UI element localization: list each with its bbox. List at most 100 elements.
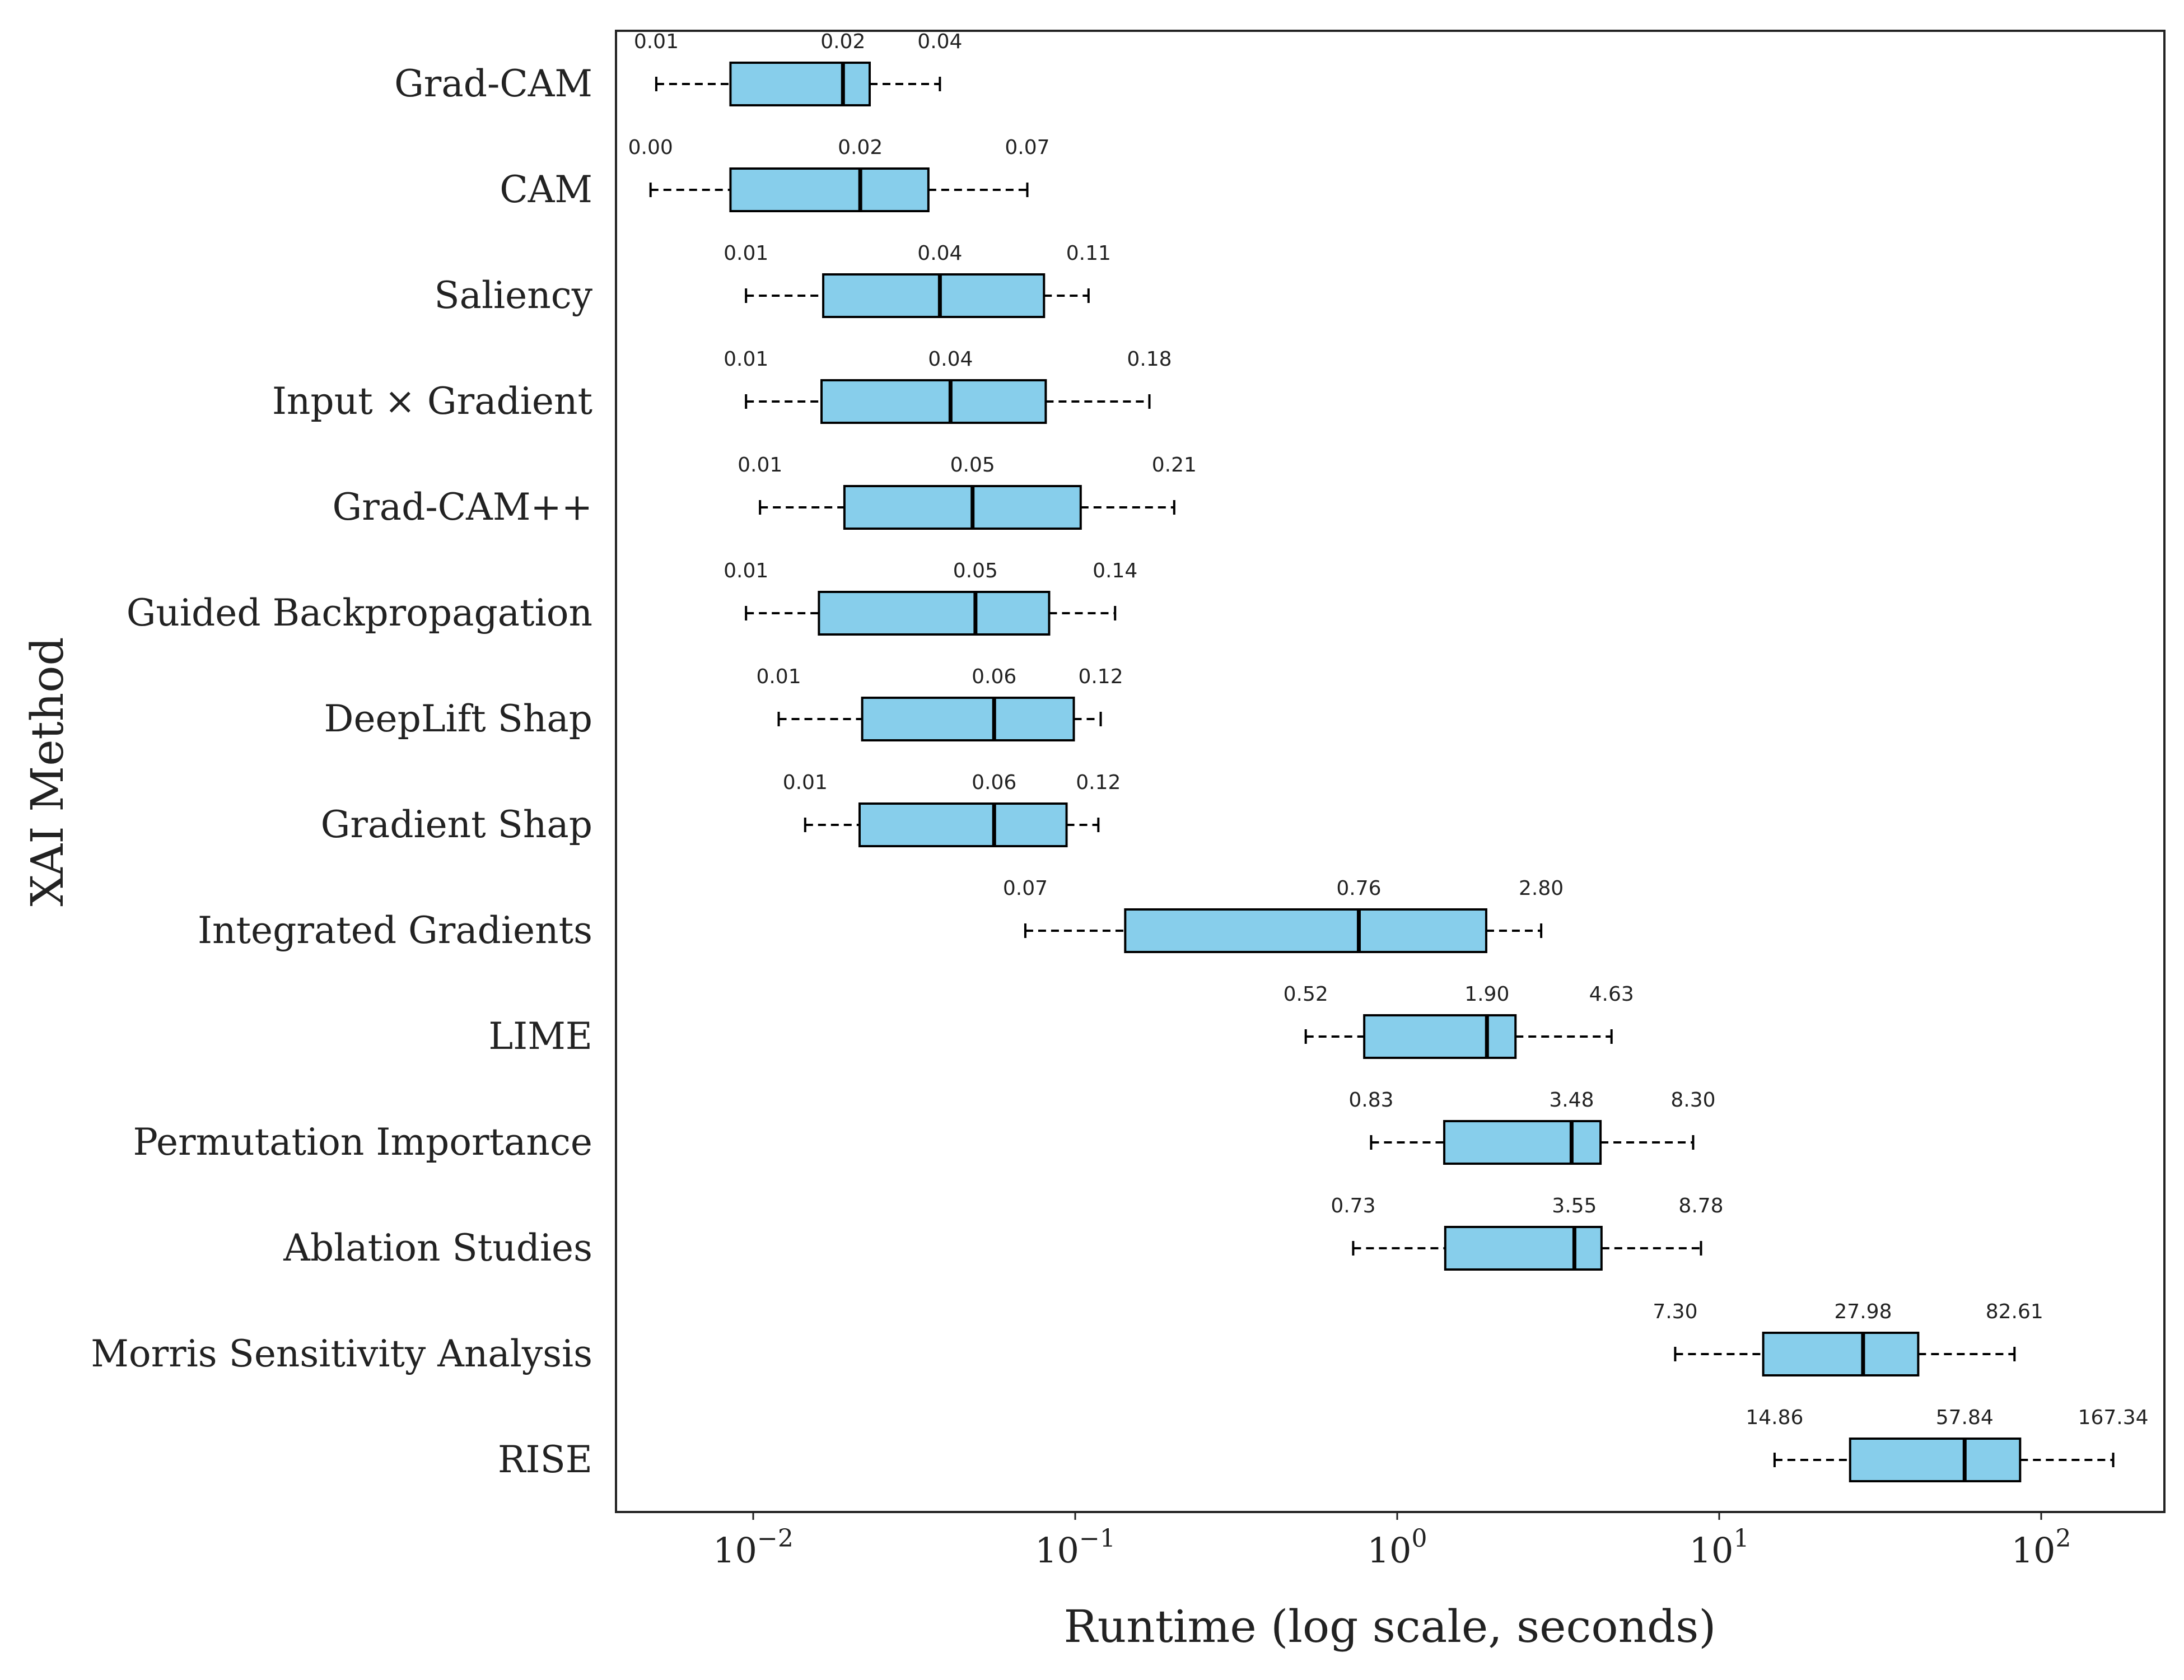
- label-max: 0.11: [1066, 242, 1111, 265]
- box: [729, 167, 930, 212]
- label-median: 0.02: [820, 30, 865, 53]
- label-min: 0.73: [1331, 1194, 1375, 1217]
- x-axis-title: Runtime (log scale, seconds): [1064, 1600, 1716, 1653]
- label-min: 0.01: [724, 242, 768, 265]
- category-label: DeepLift Shap: [324, 697, 592, 740]
- plot-frame: [615, 30, 2166, 1513]
- box: [843, 485, 1082, 530]
- label-median: 1.90: [1464, 983, 1509, 1006]
- box-row: 0.73 3.55 8.78 Ablation Studies: [283, 1194, 1724, 1271]
- label-min: 0.01: [738, 454, 782, 477]
- label-min: 0.01: [724, 559, 768, 582]
- label-median: 0.05: [950, 454, 995, 477]
- x-tick-label: 102: [2012, 1524, 2071, 1571]
- label-min: 0.52: [1284, 983, 1328, 1006]
- category-label: Ablation Studies: [283, 1226, 592, 1270]
- box: [729, 62, 871, 106]
- box-row: 0.83 3.48 8.30 Permutation Importance: [133, 1089, 1716, 1165]
- label-median: 3.48: [1549, 1089, 1594, 1112]
- label-max: 2.80: [1519, 877, 1564, 900]
- box-row: 0.01 0.02 0.04 Grad-CAM: [394, 30, 962, 106]
- box: [818, 591, 1051, 636]
- label-median: 3.55: [1552, 1194, 1597, 1217]
- label-max: 0.18: [1127, 348, 1172, 371]
- label-max: 0.12: [1078, 665, 1123, 688]
- label-median: 0.04: [917, 242, 962, 265]
- box-row: 0.01 0.06 0.12 Gradient Shap: [321, 771, 1121, 847]
- box-row: 0.01 0.04 0.18 Input × Gradient: [272, 348, 1172, 424]
- x-tick: 101: [1690, 1512, 1749, 1571]
- category-label: Integrated Gradients: [198, 909, 592, 952]
- category-label: Permutation Importance: [133, 1121, 592, 1164]
- x-tick-label: 10−1: [1035, 1524, 1116, 1571]
- y-axis-title: XAI Method: [21, 637, 73, 906]
- category-label: LIME: [488, 1015, 592, 1058]
- box: [1443, 1120, 1602, 1165]
- label-max: 0.04: [917, 30, 962, 53]
- category-label: Saliency: [434, 274, 592, 317]
- box-row: 7.30 27.98 82.61 Morris Sensitivity Analysi…: [91, 1300, 2043, 1376]
- box-row: 0.00 0.02 0.07 CAM: [500, 136, 1050, 212]
- label-median: 0.06: [972, 771, 1016, 794]
- box-row: 0.01 0.04 0.11 Saliency: [434, 242, 1111, 318]
- label-median: 0.04: [928, 348, 973, 371]
- label-max: 8.30: [1670, 1089, 1715, 1112]
- category-label: Input × Gradient: [272, 380, 592, 423]
- label-max: 0.14: [1093, 559, 1137, 582]
- label-min: 0.07: [1003, 877, 1048, 900]
- category-label: Morris Sensitivity Analysis: [91, 1332, 592, 1375]
- box: [1444, 1226, 1603, 1271]
- label-max: 0.07: [1005, 136, 1049, 159]
- category-label: Grad-CAM: [394, 62, 592, 105]
- x-ticks-group: 10−2 10−1 100 101 102: [713, 1512, 2071, 1571]
- x-tick: 10−2: [713, 1512, 794, 1571]
- x-tick-label: 10−2: [713, 1524, 794, 1571]
- box-row: 14.86 57.84 167.34 RISE: [498, 1406, 2149, 1482]
- label-min: 0.83: [1348, 1089, 1393, 1112]
- category-label: Gradient Shap: [321, 803, 592, 846]
- label-min: 14.86: [1746, 1406, 1803, 1429]
- label-max: 167.34: [2078, 1406, 2149, 1429]
- category-label: CAM: [500, 168, 592, 211]
- x-tick: 10−1: [1035, 1512, 1116, 1571]
- box-row: 0.07 0.76 2.80 Integrated Gradients: [198, 877, 1564, 953]
- label-max: 8.78: [1678, 1194, 1723, 1217]
- box: [1363, 1014, 1517, 1059]
- label-median: 0.06: [972, 665, 1016, 688]
- label-median: 27.98: [1834, 1300, 1892, 1323]
- category-label: Grad-CAM++: [332, 486, 592, 529]
- label-max: 4.63: [1589, 983, 1634, 1006]
- box-row: 0.01 0.05 0.14 Guided Backpropagation: [127, 559, 1137, 636]
- box: [822, 273, 1046, 318]
- x-tick: 100: [1368, 1512, 1427, 1571]
- box-row: 0.52 1.90 4.63 LIME: [488, 983, 1634, 1059]
- label-min: 7.30: [1653, 1300, 1697, 1323]
- box: [1849, 1438, 2022, 1482]
- box: [861, 697, 1075, 741]
- box: [1124, 908, 1487, 953]
- label-median: 0.05: [953, 559, 998, 582]
- label-min: 0.01: [756, 665, 801, 688]
- label-median: 0.76: [1336, 877, 1381, 900]
- category-label: RISE: [498, 1438, 592, 1481]
- box: [858, 802, 1068, 847]
- label-max: 0.21: [1152, 454, 1197, 477]
- category-label: Guided Backpropagation: [127, 591, 592, 634]
- x-tick: 102: [2012, 1512, 2071, 1571]
- box: [1762, 1332, 1920, 1376]
- label-min: 0.01: [783, 771, 828, 794]
- box-row: 0.01 0.06 0.12 DeepLift Shap: [324, 665, 1123, 741]
- x-tick-label: 101: [1690, 1524, 1749, 1571]
- label-max: 0.12: [1076, 771, 1121, 794]
- x-tick-label: 100: [1368, 1524, 1427, 1571]
- label-min: 0.00: [628, 136, 673, 159]
- label-median: 57.84: [1936, 1406, 1994, 1429]
- box: [820, 379, 1047, 424]
- label-median: 0.02: [838, 136, 883, 159]
- label-max: 82.61: [1986, 1300, 2043, 1323]
- label-min: 0.01: [724, 348, 768, 371]
- box-row: 0.01 0.05 0.21 Grad-CAM++: [332, 454, 1197, 530]
- label-min: 0.01: [634, 30, 679, 53]
